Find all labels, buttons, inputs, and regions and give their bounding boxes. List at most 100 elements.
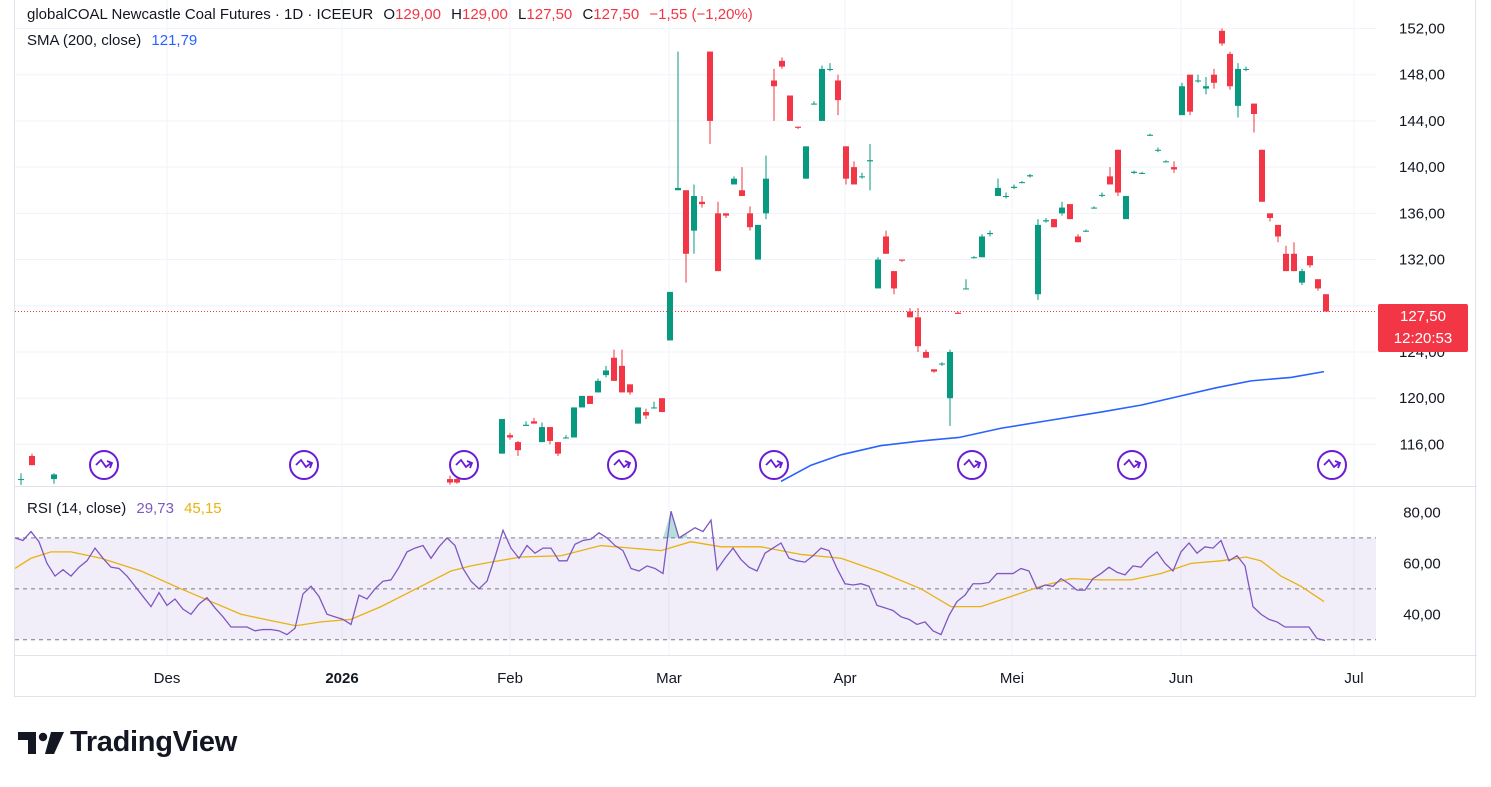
- candle-down: [1115, 149, 1121, 193]
- event-marker-arrow-icon: [1323, 458, 1340, 469]
- event-marker-arrow-icon: [974, 460, 982, 469]
- event-marker-arrow-icon: [306, 460, 314, 469]
- price-tick-label: 148,00: [1399, 67, 1445, 84]
- candle-up: [819, 68, 825, 121]
- tradingview-logo[interactable]: TradingView: [18, 726, 237, 759]
- price-tick-label: 116,00: [1400, 436, 1445, 453]
- candle-down: [771, 80, 777, 87]
- event-marker-arrow-icon: [1123, 458, 1140, 469]
- rsi-ma-value: 45,15: [184, 500, 222, 517]
- tradingview-wordmark: TradingView: [70, 726, 237, 758]
- candle-up: [971, 257, 977, 259]
- rsi-legend[interactable]: RSI (14, close) 29,73 45,15: [27, 500, 228, 517]
- symbol-legend: globalCOAL Newcastle Coal Futures · 1D ·…: [27, 6, 759, 23]
- time-tick-label: Feb: [497, 670, 523, 687]
- sma-line: [780, 370, 1325, 483]
- candle-up: [1203, 86, 1209, 89]
- price-tick-label: 144,00: [1399, 113, 1445, 130]
- candle-up: [1019, 182, 1025, 184]
- candle-down: [883, 236, 889, 254]
- chart-canvas[interactable]: 152,00148,00144,00140,00136,00132,00124,…: [15, 0, 1477, 697]
- chart-frame: 152,00 148,00 144,00 140,00 136,00 132,00 124,…: [14, 0, 1477, 697]
- candle-up: [1003, 196, 1009, 198]
- change-value: −1,55 (−1,20%): [649, 6, 753, 23]
- rsi-tick-label: 80,00: [1403, 504, 1441, 521]
- high-value: 129,00: [461, 6, 508, 23]
- time-tick-label: Apr: [833, 670, 856, 687]
- price-tick-label: 140,00: [1399, 159, 1445, 176]
- close-label: C: [582, 6, 594, 23]
- candle-down: [507, 435, 513, 438]
- candle-down: [587, 395, 593, 404]
- candle-up: [827, 68, 833, 70]
- candle-down: [1067, 204, 1073, 220]
- bar-countdown: 12:20:53: [1393, 330, 1453, 347]
- candle-down: [899, 259, 905, 261]
- candle-up: [499, 418, 505, 454]
- price-tick-label: 152,00: [1399, 20, 1445, 37]
- time-tick-label: Jun: [1169, 670, 1193, 687]
- candle-up: [1091, 207, 1097, 209]
- candle-down: [547, 427, 553, 441]
- candle-down: [1275, 224, 1281, 237]
- candle-down: [1307, 256, 1313, 266]
- price-pane[interactable]: [18, 28, 1347, 485]
- candle-down: [835, 80, 841, 101]
- event-marker-arrow-icon: [1134, 460, 1142, 469]
- event-marker-arrow-icon: [1334, 460, 1342, 469]
- event-marker-arrow-icon: [455, 458, 472, 469]
- candle-down: [739, 190, 745, 197]
- candle-down: [619, 365, 625, 393]
- candle-up: [1147, 134, 1153, 136]
- candle-down: [454, 479, 460, 483]
- candle-up: [811, 103, 817, 105]
- candle-up: [603, 370, 609, 376]
- candle-up: [1123, 196, 1129, 220]
- candle-down: [447, 479, 453, 483]
- candle-up: [563, 437, 569, 439]
- rsi-label: RSI (14, close): [27, 500, 127, 517]
- candle-down: [907, 311, 913, 318]
- candle-up: [523, 424, 529, 426]
- candle-down: [851, 167, 857, 185]
- candle-down: [1291, 253, 1297, 272]
- candle-down: [531, 421, 537, 424]
- rsi-ma-line: [15, 541, 1325, 627]
- candle-down: [1107, 176, 1113, 185]
- candle-down: [1211, 74, 1217, 83]
- candle-down: [779, 60, 785, 67]
- candle-up: [691, 196, 697, 231]
- candle-down: [795, 126, 801, 128]
- candle-up: [1059, 207, 1065, 214]
- candle-up: [995, 187, 1001, 197]
- symbol-title: globalCOAL Newcastle Coal Futures · 1D ·…: [27, 6, 374, 23]
- candle-up: [1027, 175, 1033, 177]
- sma-legend[interactable]: SMA (200, close) 121,79: [27, 32, 203, 49]
- candle-down: [891, 271, 897, 289]
- event-marker-arrow-icon: [624, 460, 632, 469]
- candle-up: [1299, 271, 1305, 283]
- candle-up: [675, 187, 681, 191]
- candle-up: [1139, 172, 1145, 174]
- open-value: 129,00: [395, 6, 441, 23]
- candle-up: [18, 479, 24, 481]
- candle-down: [1219, 30, 1225, 44]
- candle-up: [987, 232, 993, 235]
- candle-down: [1315, 279, 1321, 289]
- candle-down: [1227, 53, 1233, 87]
- candle-up: [1131, 171, 1137, 173]
- candle-down: [659, 398, 665, 413]
- event-marker-arrow-icon: [963, 458, 980, 469]
- rsi-tick-label: 60,00: [1403, 555, 1441, 572]
- candle-down: [29, 455, 35, 466]
- event-marker-arrow-icon: [106, 460, 114, 469]
- candle-up: [571, 407, 577, 438]
- candle-up: [731, 178, 737, 185]
- candle-down: [747, 213, 753, 228]
- candle-down: [707, 51, 713, 121]
- price-tick-label: 136,00: [1399, 205, 1445, 222]
- candle-up: [1083, 230, 1089, 232]
- candle-up: [803, 146, 809, 179]
- time-tick-label: 2026: [325, 670, 358, 687]
- candle-up: [867, 160, 873, 162]
